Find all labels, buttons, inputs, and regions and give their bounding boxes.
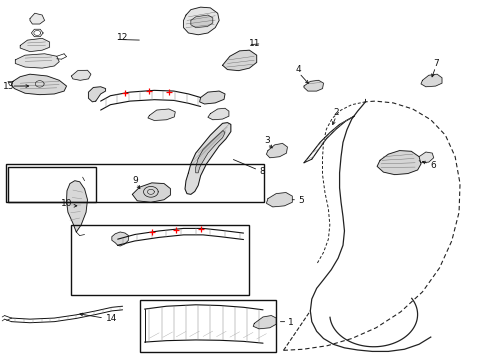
Text: 1: 1 bbox=[288, 318, 294, 327]
Bar bbox=[5, 164, 264, 202]
Polygon shape bbox=[88, 87, 105, 102]
Polygon shape bbox=[304, 80, 323, 91]
Text: 5: 5 bbox=[298, 196, 303, 205]
Polygon shape bbox=[66, 181, 87, 232]
Polygon shape bbox=[112, 232, 128, 246]
Polygon shape bbox=[183, 7, 219, 35]
Polygon shape bbox=[222, 50, 256, 71]
Polygon shape bbox=[199, 91, 224, 104]
Text: 6: 6 bbox=[430, 161, 436, 170]
Polygon shape bbox=[148, 109, 175, 121]
Polygon shape bbox=[266, 143, 287, 158]
Text: 14: 14 bbox=[105, 314, 117, 323]
Polygon shape bbox=[266, 193, 292, 207]
Text: 2: 2 bbox=[333, 108, 339, 117]
Text: 12: 12 bbox=[117, 33, 128, 42]
Polygon shape bbox=[71, 70, 91, 80]
Text: 10: 10 bbox=[61, 199, 73, 208]
Polygon shape bbox=[132, 183, 170, 202]
Bar bbox=[71, 225, 249, 295]
Polygon shape bbox=[418, 152, 433, 163]
Text: 7: 7 bbox=[433, 59, 439, 68]
Bar bbox=[8, 167, 96, 202]
Polygon shape bbox=[253, 316, 276, 329]
Polygon shape bbox=[376, 150, 420, 175]
Polygon shape bbox=[15, 54, 59, 68]
Text: 8: 8 bbox=[259, 167, 264, 176]
Bar bbox=[140, 300, 276, 352]
Polygon shape bbox=[190, 15, 212, 28]
Polygon shape bbox=[195, 131, 224, 173]
Text: 9: 9 bbox=[132, 176, 138, 185]
Polygon shape bbox=[11, 74, 66, 95]
Text: 11: 11 bbox=[249, 39, 260, 48]
Polygon shape bbox=[20, 39, 49, 51]
Text: 4: 4 bbox=[295, 65, 301, 74]
Polygon shape bbox=[207, 108, 228, 120]
Polygon shape bbox=[30, 13, 44, 24]
Polygon shape bbox=[184, 123, 230, 194]
Text: 13: 13 bbox=[3, 82, 15, 91]
Text: 3: 3 bbox=[264, 136, 269, 145]
Polygon shape bbox=[420, 74, 441, 87]
